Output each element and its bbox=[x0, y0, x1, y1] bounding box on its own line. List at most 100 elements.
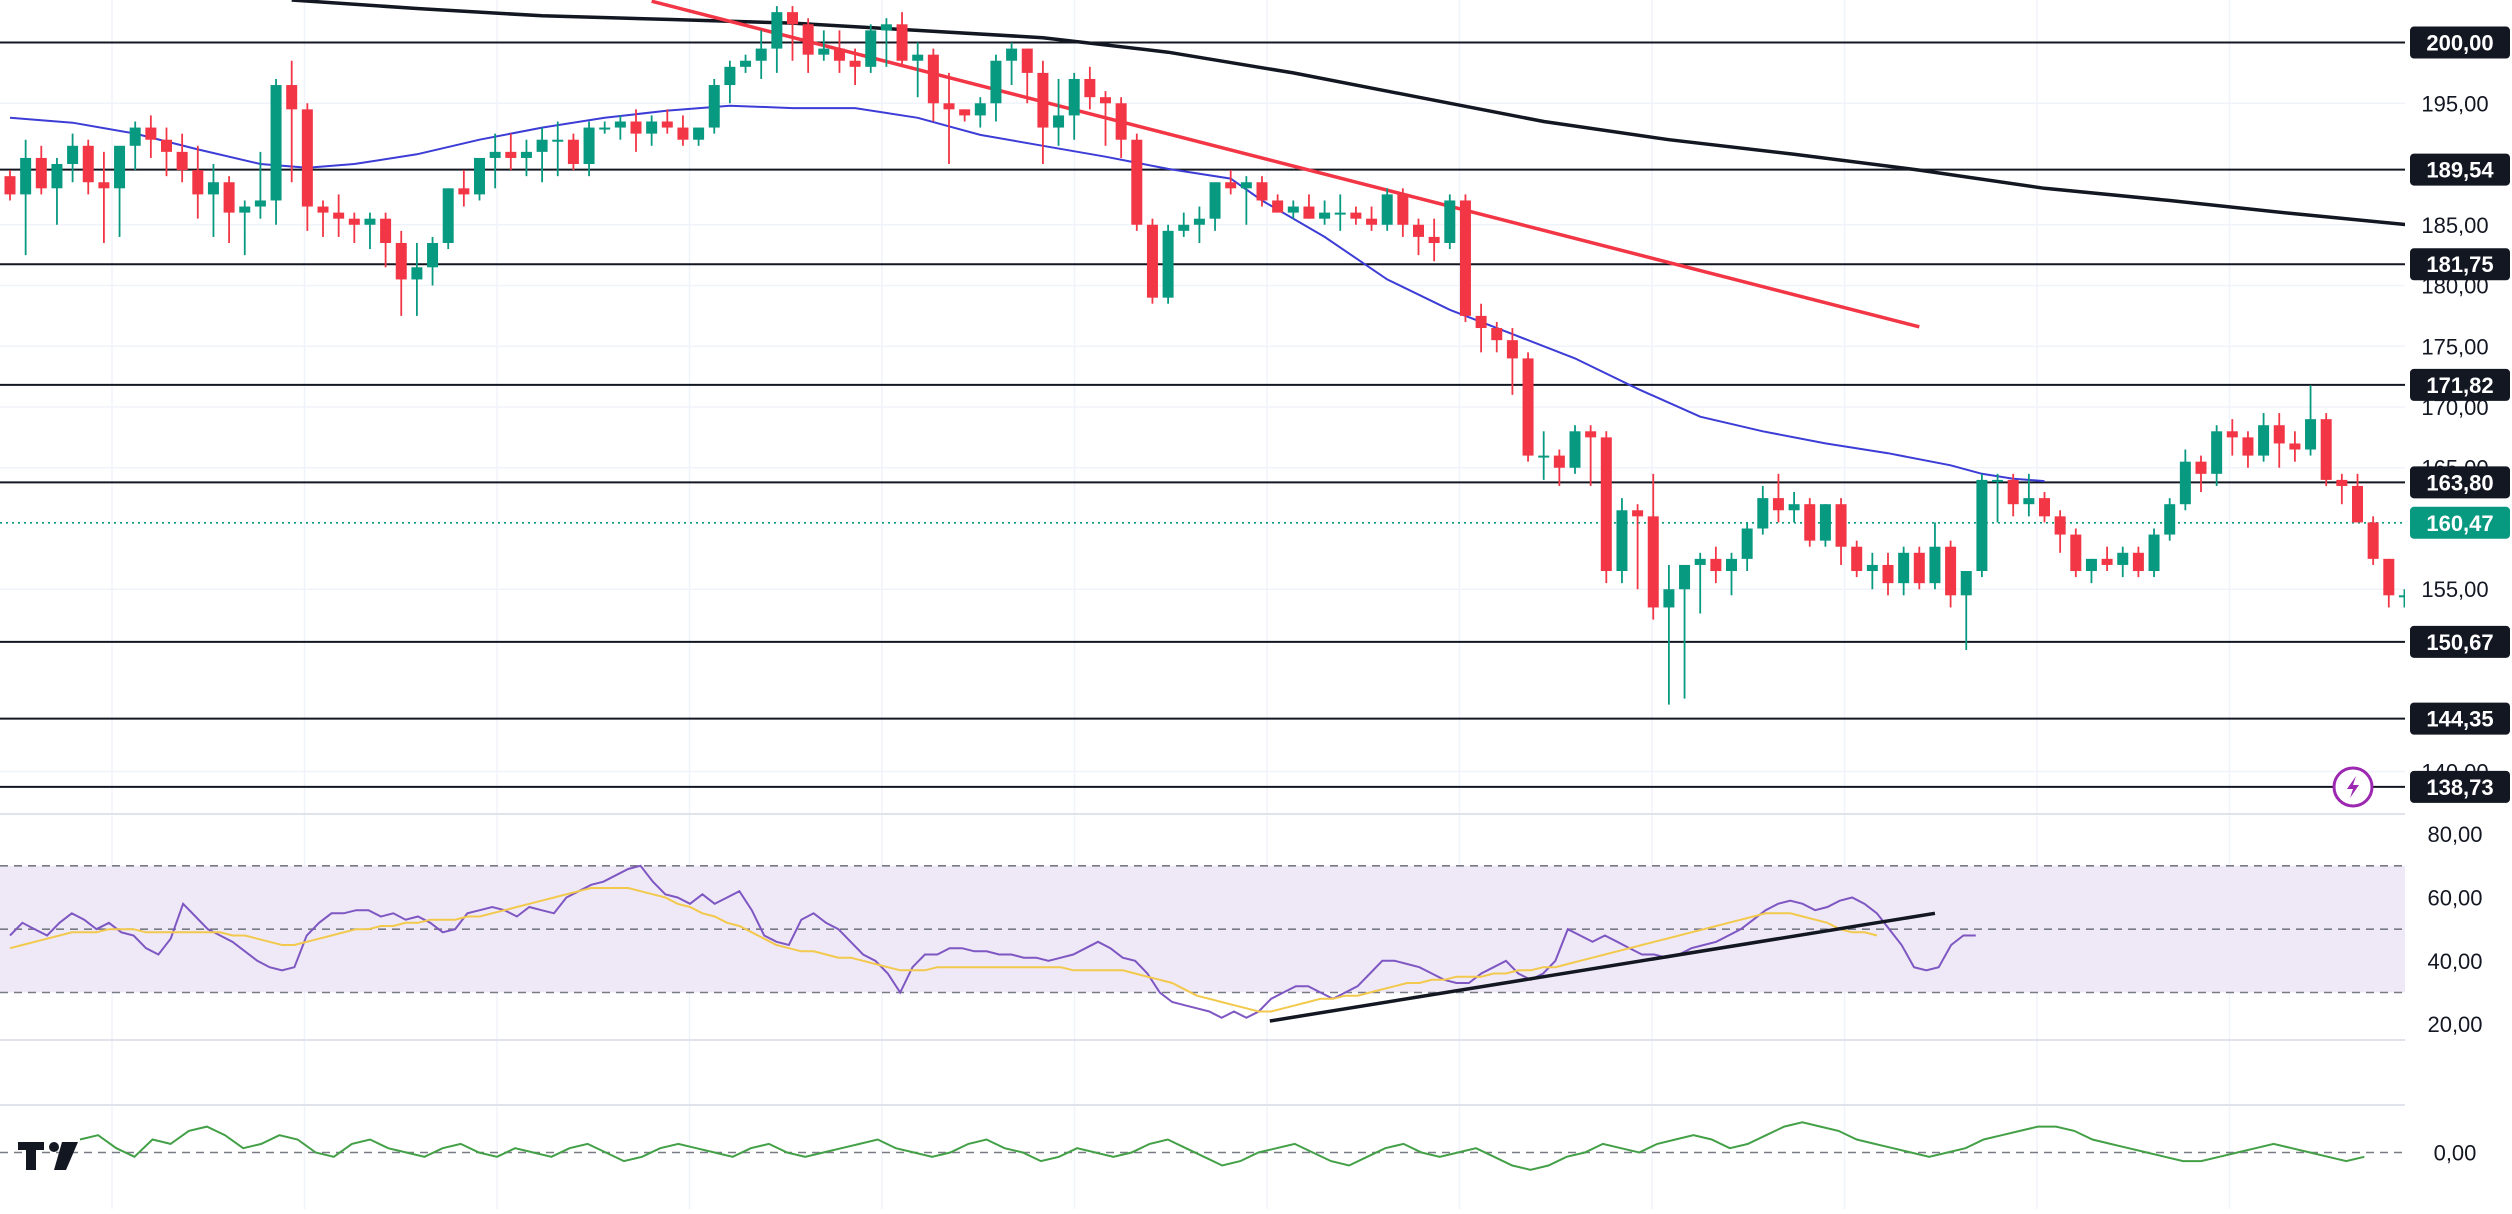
candle-body bbox=[1647, 516, 1659, 608]
candle-body bbox=[2070, 534, 2082, 572]
candle-body bbox=[1115, 103, 1127, 140]
price-tick-label: 175,00 bbox=[2421, 334, 2488, 359]
candle-body bbox=[1772, 498, 1784, 511]
candle-body bbox=[1287, 206, 1299, 213]
candle-body bbox=[1006, 48, 1018, 61]
candle-body bbox=[98, 182, 110, 189]
lightning-bolt-icon bbox=[2347, 776, 2359, 798]
price-tick-label: 195,00 bbox=[2421, 91, 2488, 116]
candle-body bbox=[1350, 212, 1362, 219]
candle-body bbox=[2101, 558, 2113, 565]
candle-body bbox=[1366, 218, 1378, 225]
candle-body bbox=[1413, 224, 1424, 237]
candle-body bbox=[1193, 218, 1205, 225]
candle-body bbox=[927, 54, 939, 104]
candle-body bbox=[1068, 78, 1080, 116]
candle-body bbox=[489, 151, 501, 158]
candle-body bbox=[1710, 558, 1722, 572]
candle-body bbox=[2179, 461, 2191, 505]
candle-body bbox=[1131, 139, 1143, 225]
candle-body bbox=[880, 24, 892, 31]
trend-lines[interactable] bbox=[651, 0, 1920, 329]
candle-body bbox=[630, 121, 642, 134]
candle-body bbox=[129, 127, 141, 146]
level-price-tag-label: 138,73 bbox=[2426, 775, 2493, 800]
candle-body bbox=[1397, 194, 1409, 225]
candle-body bbox=[2164, 504, 2176, 535]
candle-body bbox=[2054, 516, 2066, 535]
candle-body bbox=[51, 164, 63, 189]
price-tick-label: 155,00 bbox=[2421, 577, 2488, 602]
candle-body bbox=[1913, 552, 1925, 584]
candle-body bbox=[270, 85, 282, 201]
candle-body bbox=[1976, 479, 1988, 572]
candle-body bbox=[442, 188, 454, 243]
candle-body bbox=[1569, 431, 1581, 468]
candle-body bbox=[708, 85, 720, 128]
candle-body bbox=[661, 121, 673, 128]
candle-body bbox=[943, 103, 955, 110]
oscillator-panel bbox=[0, 1121, 2405, 1171]
level-price-tag-label: 171,82 bbox=[2426, 373, 2493, 398]
level-price-tag bbox=[2410, 368, 2510, 401]
level-price-tag bbox=[2410, 466, 2510, 499]
candle-body bbox=[380, 218, 392, 243]
candle-body bbox=[2273, 425, 2285, 444]
level-price-tag bbox=[2410, 625, 2510, 658]
candle-body bbox=[1694, 558, 1706, 565]
candle-body bbox=[4, 176, 16, 195]
candle-body bbox=[317, 206, 329, 213]
rsi-tick-label: 40,00 bbox=[2427, 949, 2482, 974]
candle-body bbox=[2242, 437, 2254, 456]
candle-body bbox=[1663, 589, 1675, 608]
level-price-tag-label: 200,00 bbox=[2426, 31, 2493, 56]
chart-icons[interactable] bbox=[18, 766, 2374, 1170]
candle-body bbox=[2132, 552, 2144, 572]
candle-body bbox=[2320, 419, 2332, 480]
candle-body bbox=[1256, 182, 1268, 201]
candle-body bbox=[411, 267, 423, 280]
price-axis[interactable]: 200,00195,00185,00180,00175,00170,00165,… bbox=[2405, 0, 2512, 1209]
candle-body bbox=[2148, 534, 2160, 572]
level-price-tag-label: 144,35 bbox=[2426, 707, 2493, 732]
candle-body bbox=[2226, 431, 2238, 438]
candle-body bbox=[505, 151, 517, 158]
candle-body bbox=[145, 127, 157, 140]
candle-body bbox=[2383, 558, 2395, 596]
candle-body bbox=[833, 48, 845, 61]
candle-body bbox=[1334, 212, 1346, 215]
candle-body bbox=[1616, 510, 1628, 572]
candle-body bbox=[1100, 97, 1111, 104]
candle-body bbox=[1945, 546, 1957, 596]
candle-body bbox=[787, 12, 798, 25]
candle-body bbox=[395, 242, 407, 280]
candle-body bbox=[2352, 485, 2363, 523]
candle-body bbox=[1225, 182, 1237, 189]
candle-body bbox=[583, 127, 595, 165]
candle-body bbox=[1240, 182, 1252, 189]
last-price-tag-label: 160,47 bbox=[2426, 511, 2493, 536]
candle-body bbox=[2289, 443, 2301, 450]
candle-body bbox=[1960, 571, 1972, 596]
candle-body bbox=[1679, 564, 1691, 590]
candle-body bbox=[1037, 72, 1049, 128]
candle-body bbox=[1272, 200, 1284, 213]
level-price-tag bbox=[2410, 702, 2510, 735]
candle-body bbox=[2039, 498, 2050, 517]
level-price-tag-label: 163,80 bbox=[2426, 470, 2493, 495]
candle-body bbox=[1553, 455, 1565, 468]
candle-body bbox=[614, 121, 626, 128]
candle-body bbox=[552, 139, 564, 142]
candle-body bbox=[1741, 528, 1753, 559]
candle-body bbox=[1929, 546, 1941, 584]
candle-body bbox=[348, 218, 360, 225]
candle-body bbox=[1475, 315, 1487, 329]
candle-body bbox=[1992, 479, 2004, 482]
candle-body bbox=[1835, 504, 1847, 547]
rsi-series-line bbox=[9, 864, 1976, 1019]
candle-body bbox=[1788, 504, 1800, 511]
